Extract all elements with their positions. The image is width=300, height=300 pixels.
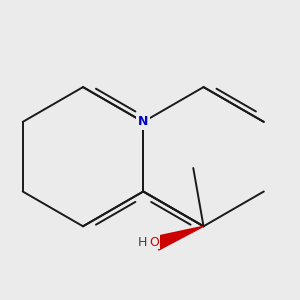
Text: O: O (149, 236, 159, 249)
Text: N: N (138, 116, 148, 128)
Polygon shape (154, 226, 203, 250)
Text: H: H (138, 236, 147, 249)
